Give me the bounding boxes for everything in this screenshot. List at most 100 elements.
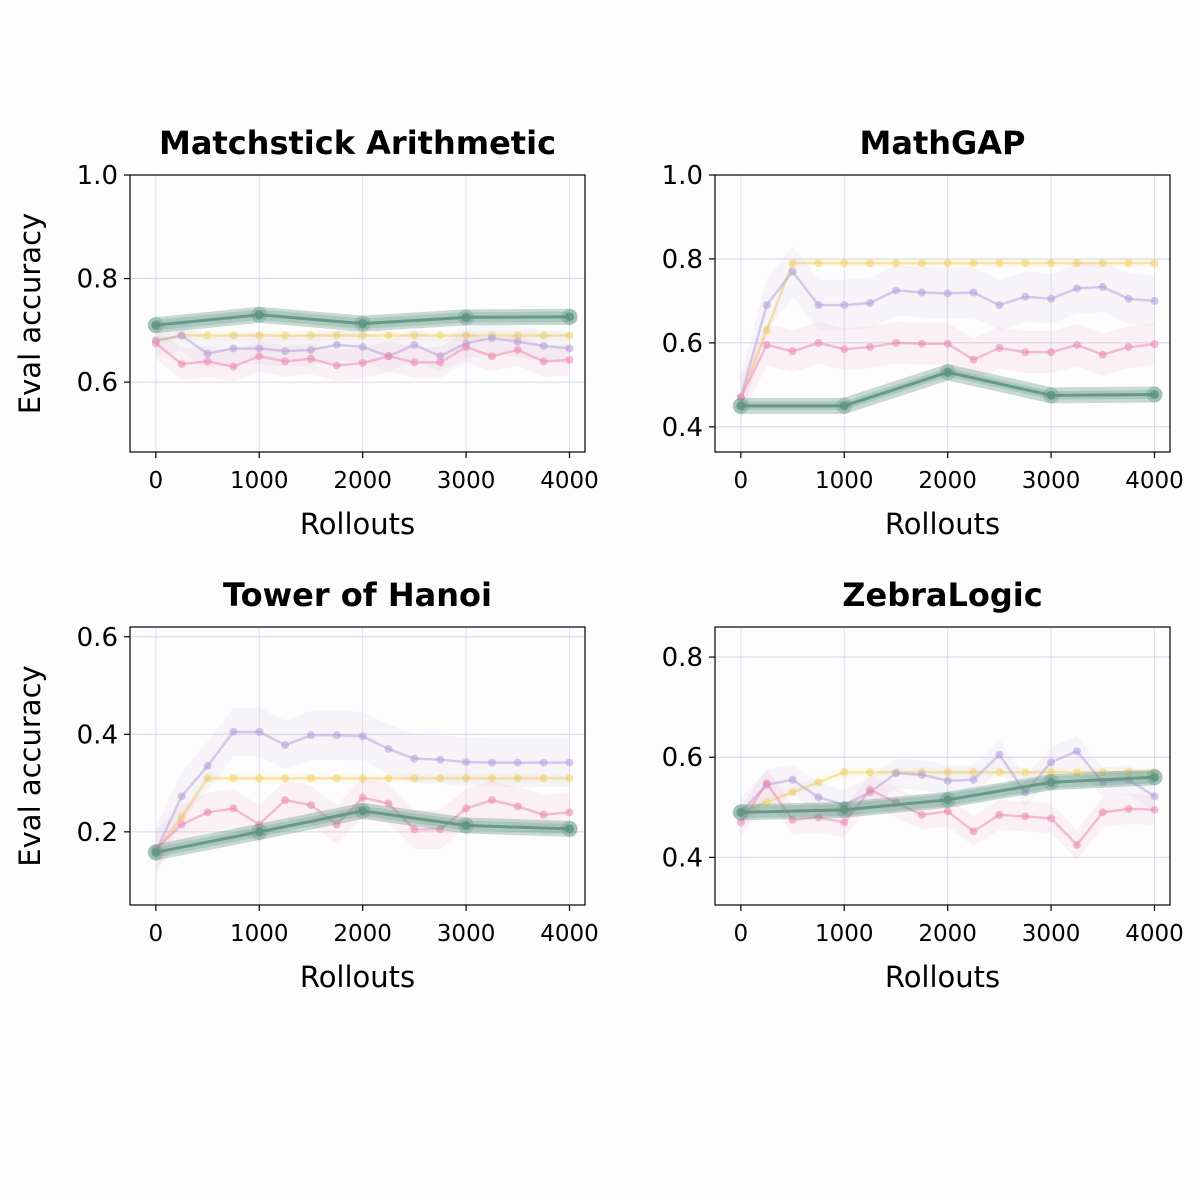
series-pink-point: [384, 352, 393, 361]
series-pink-point: [255, 820, 264, 829]
series-pink-point: [565, 808, 574, 817]
series-pink-point: [358, 358, 367, 367]
series-pink-point: [788, 347, 797, 356]
series-purple-point: [281, 741, 290, 750]
series-purple-point: [891, 286, 900, 295]
series-pink-point: [384, 799, 393, 808]
x-tick-label: 2000: [333, 921, 392, 947]
series-yellow-point: [814, 778, 823, 787]
series-pink-point: [1021, 348, 1030, 357]
series-purple-point: [1047, 294, 1056, 303]
series-yellow-point: [203, 331, 212, 340]
chart-title: Matchstick Arithmetic: [159, 124, 556, 162]
series-yellow-point: [866, 768, 875, 777]
series-pink-point: [762, 340, 771, 349]
series-yellow-point: [1150, 259, 1159, 268]
series-pink-point: [462, 804, 471, 813]
series-pink-point: [969, 355, 978, 364]
x-tick-label: 1000: [815, 468, 874, 494]
series-pink-point: [177, 820, 186, 829]
series-pink-point: [177, 359, 186, 368]
series-pink-point: [513, 802, 522, 811]
series-yellow-point: [513, 331, 522, 340]
y-tick-label: 0.6: [662, 329, 703, 359]
x-tick-label: 0: [149, 468, 164, 494]
series-green-point: [461, 821, 471, 831]
series-yellow-point: [358, 331, 367, 340]
series-pink-point: [487, 796, 496, 805]
chart-title: ZebraLogic: [842, 576, 1042, 614]
series-purple-point: [487, 758, 496, 767]
x-tick-label: 2000: [918, 921, 977, 947]
series-green-point: [564, 824, 574, 834]
series-pink-point: [513, 346, 522, 355]
series-pink-point: [917, 339, 926, 348]
series-pink-point: [565, 355, 574, 364]
chart-panel-matchstick-arithmetic: 0 1000 2000 3000 4000 0.6 0.8 1.0 Matchstick Ari…: [13, 124, 599, 541]
chart-title: MathGAP: [860, 124, 1026, 162]
y-tick-label: 0.8: [662, 245, 703, 275]
series-purple-point: [565, 758, 574, 767]
series-purple-point: [513, 758, 522, 767]
y-tick-label: 1.0: [77, 161, 118, 191]
y-tick-label: 0.6: [662, 743, 703, 773]
series-purple-point: [814, 793, 823, 802]
axes-frame: [129, 626, 586, 906]
series-yellow-point: [410, 774, 419, 783]
series-purple-point: [436, 352, 445, 361]
y-axis-label: Eval accuracy: [13, 213, 47, 414]
series-purple-point: [1047, 758, 1056, 767]
series-purple-point: [436, 755, 445, 764]
series-yellow-point: [995, 768, 1004, 777]
series-yellow-point: [1072, 259, 1081, 268]
series-green-point: [358, 319, 368, 329]
series-purple-point: [762, 301, 771, 310]
series-pink-point: [1150, 805, 1159, 814]
series-yellow-point: [943, 768, 952, 777]
series-pink-point: [917, 810, 926, 819]
series-purple-point: [814, 301, 823, 310]
series-pink-point: [332, 361, 341, 370]
series-purple-point: [358, 732, 367, 741]
x-tick-label: 2000: [333, 468, 392, 494]
series-pink-point: [1047, 348, 1056, 357]
series-pink-point: [943, 339, 952, 348]
series-purple-point: [995, 301, 1004, 310]
series-yellow-point: [1072, 768, 1081, 777]
series-green-point: [736, 807, 746, 817]
series-yellow-point: [1047, 259, 1056, 268]
series-pink-band: [155, 778, 570, 869]
series-purple-point: [565, 344, 574, 353]
series-purple-point: [513, 337, 522, 346]
y-tick-label: 0.6: [77, 623, 118, 653]
series-purple-point: [891, 769, 900, 778]
series-yellow-point: [332, 331, 341, 340]
series-pink-point: [762, 779, 771, 788]
series-pink-point: [229, 362, 238, 371]
x-axis-label: Rollouts: [885, 507, 1000, 541]
y-tick-label: 0.4: [662, 413, 703, 443]
plot-area: [732, 736, 1163, 860]
series-yellow-point: [1021, 768, 1030, 777]
x-tick-label: 0: [149, 921, 164, 947]
series-yellow-point: [487, 774, 496, 783]
series-yellow-point: [1098, 768, 1107, 777]
series-yellow-point: [969, 768, 978, 777]
series-pink-point: [1098, 808, 1107, 817]
series-purple-point: [255, 727, 264, 736]
series-green-point: [943, 795, 953, 805]
chart-panel-tower-of-hanoi: 0 1000 2000 3000 4000 0.2 0.4 0.6 Tower of Hanoi…: [13, 576, 599, 994]
x-axis-label: Rollouts: [300, 960, 415, 994]
series-green-point: [254, 310, 264, 320]
chart-panel-zebralogic: 0 1000 2000 3000 4000 0.4 0.6 0.8 ZebraLogic Roll…: [662, 576, 1184, 994]
series-purple-point: [969, 775, 978, 784]
series-pink-point: [151, 339, 160, 348]
series-yellow-point: [513, 774, 522, 783]
x-tick-label: 1000: [815, 921, 874, 947]
y-tick-label: 1.0: [662, 161, 703, 191]
x-tick-label: 1000: [230, 921, 289, 947]
series-pink-point: [891, 338, 900, 347]
series-yellow-point: [203, 774, 212, 783]
series-yellow-point: [436, 331, 445, 340]
series-yellow-point: [943, 259, 952, 268]
